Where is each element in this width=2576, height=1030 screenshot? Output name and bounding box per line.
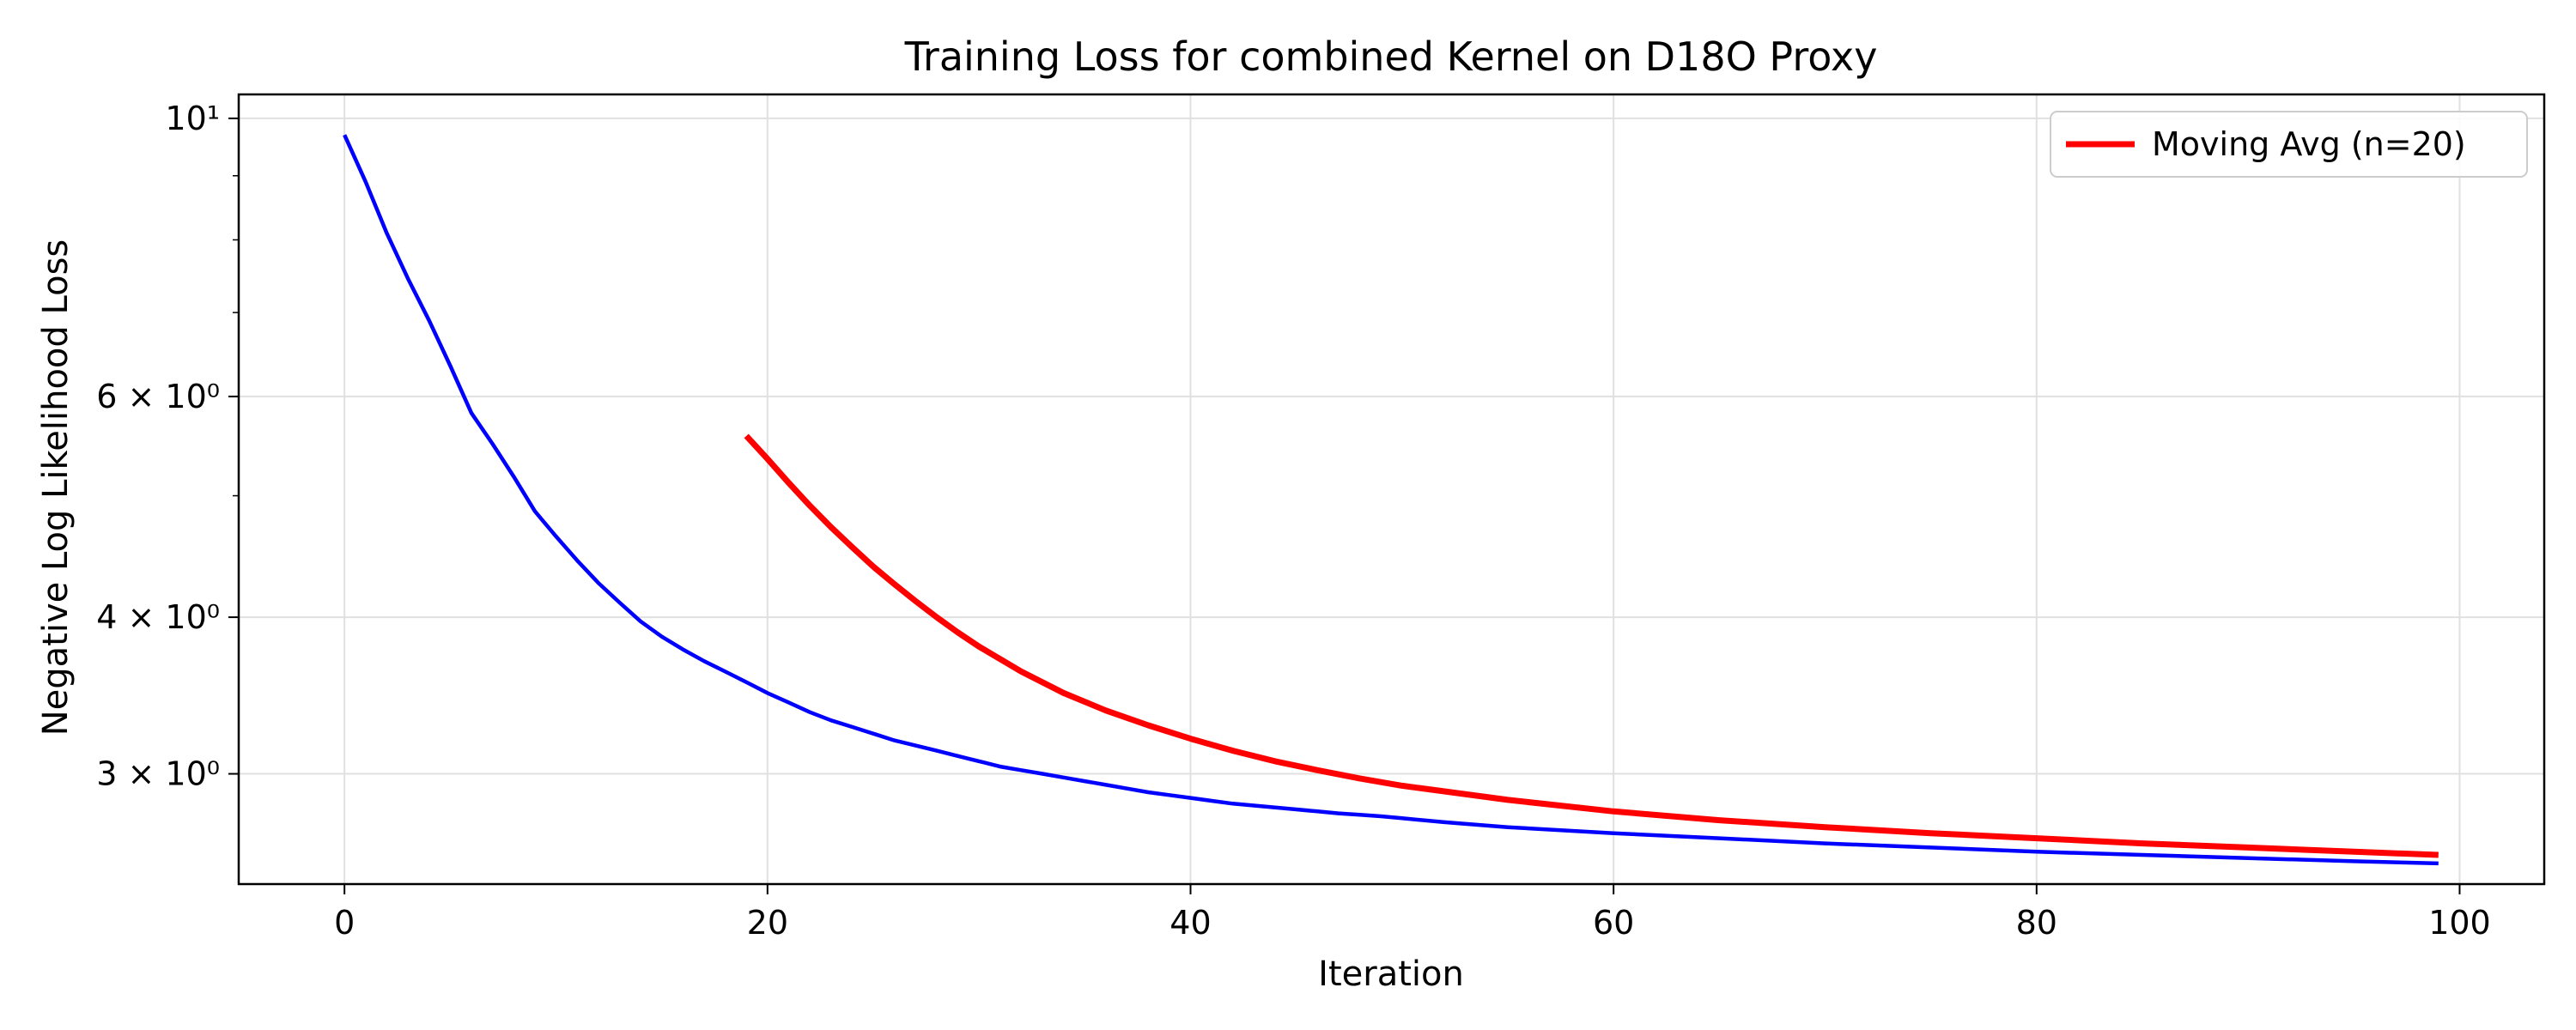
legend: Moving Avg (n=20) — [2050, 111, 2528, 178]
y-tick-label: 3 × 10⁰ — [96, 755, 220, 793]
x-tick-label: 100 — [2428, 904, 2491, 942]
y-tick-label: 10¹ — [165, 100, 220, 137]
y-axis-label: Negative Log Likelihood Loss — [36, 239, 76, 736]
plot-frame — [237, 93, 2546, 886]
x-tick-label: 20 — [747, 904, 788, 942]
x-tick-label: 60 — [1593, 904, 1634, 942]
x-tick-label: 80 — [2016, 904, 2057, 942]
chart-title: Training Loss for combined Kernel on D18… — [904, 33, 1878, 80]
legend-box — [2050, 111, 2528, 178]
x-tick-label: 40 — [1170, 904, 1211, 942]
x-tick-label: 0 — [334, 904, 355, 942]
grid-layer — [239, 94, 2544, 884]
legend-label: Moving Avg (n=20) — [2152, 125, 2466, 163]
loss-line — [343, 134, 2439, 866]
y-tick-label: 4 × 10⁰ — [96, 598, 220, 636]
tick-layer: 0 20 40 60 80 100 3 × 10⁰ 4 × 10⁰ 6 × 10⁰ 10¹ — [96, 100, 2490, 942]
series-layer — [343, 134, 2439, 866]
x-axis-label: Iteration — [1318, 954, 1464, 994]
y-tick-label: 6 × 10⁰ — [96, 378, 220, 415]
moving-average-line — [744, 433, 2439, 858]
